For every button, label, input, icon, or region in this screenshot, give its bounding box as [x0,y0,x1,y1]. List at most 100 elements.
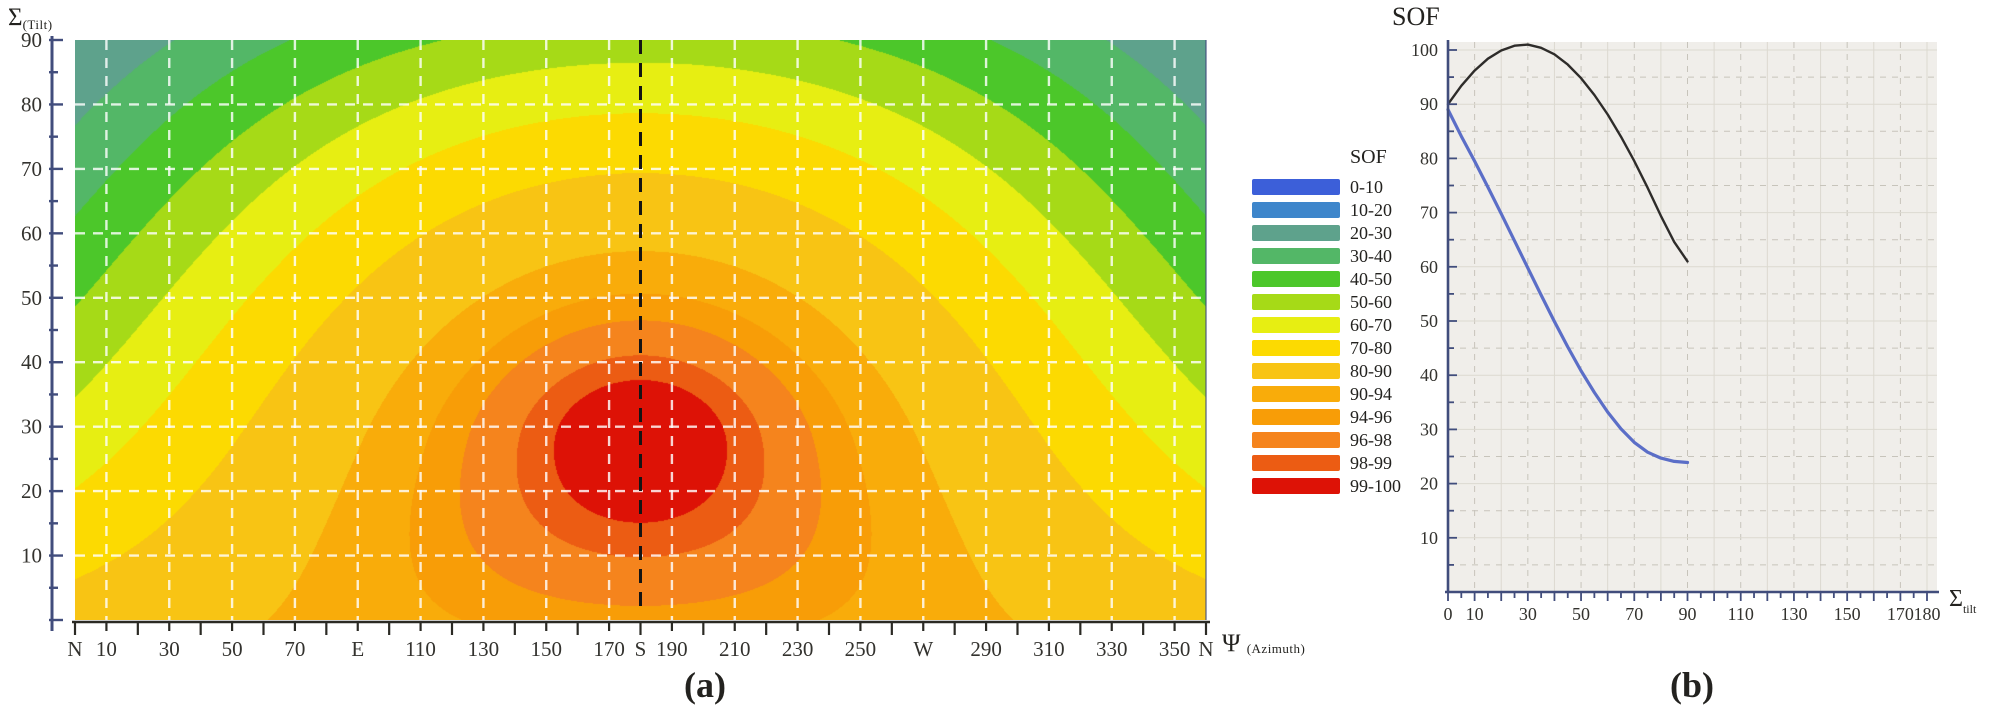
legend-label: 40-50 [1350,268,1392,289]
legend-label: 94-96 [1350,406,1392,427]
x-tick-label: 70 [1625,604,1643,624]
x-tick-label: 10 [96,637,117,661]
y-tick-label: 40 [21,350,42,374]
y-tick-label: 50 [1420,311,1438,331]
y-tick-label: 30 [1420,419,1438,439]
x-tick-label: 150 [531,637,563,661]
legend-swatch [1252,201,1340,218]
legend-label: 60-70 [1350,314,1392,335]
legend-label: 98-99 [1350,452,1392,473]
legend-swatch [1252,408,1340,425]
y-tick-label: 50 [21,286,42,310]
legend-row: 98-99 [1252,451,1422,474]
black-curve [1446,43,1689,263]
x-tick-label: 150 [1834,604,1861,624]
legend-label: 96-98 [1350,429,1392,450]
sof-color-legend: SOF 0-10 10-20 20-30 30-40 40-50 50-60 60-70 70… [1252,146,1422,497]
y-tick-label: 20 [21,479,42,503]
legend-row: 96-98 [1252,428,1422,451]
y-tick-label: 10 [21,544,42,568]
legend-row: 10-20 [1252,198,1422,221]
caption-a: (a) [684,665,726,705]
legend-row: 40-50 [1252,267,1422,290]
plot-background [1448,42,1937,592]
legend-row: 80-90 [1252,359,1422,382]
legend-row: 30-40 [1252,244,1422,267]
x-tick-label: 290 [970,637,1002,661]
caption-b: (b) [1670,665,1714,705]
y-tick-label: 10 [1420,528,1438,548]
x-tick-label: 250 [845,637,877,661]
x-tick-label: 30 [159,637,180,661]
x-tick-label: 190 [656,637,688,661]
x-tick-label: 0 [1444,604,1453,624]
panel-a-x-axis-title: Ψ (Azimuth) [1222,630,1305,658]
y-tick-label: 60 [1420,257,1438,277]
legend-row: 90-94 [1252,382,1422,405]
blue-curve [1446,108,1690,465]
legend-label: 99-100 [1350,475,1401,496]
x-tick-label: W [913,637,933,661]
legend-row: 50-60 [1252,290,1422,313]
y-tick-label: 70 [21,157,42,181]
x-tick-label: 350 [1159,637,1191,661]
y-tick-label: 40 [1420,365,1438,385]
x-tick-label: 50 [222,637,243,661]
legend-row: 94-96 [1252,405,1422,428]
x-tick-label: N [67,637,82,661]
x-tick-label: 10 [1466,604,1484,624]
y-tick-label: 30 [21,415,42,439]
panel-a-y-axis-title: Σ(Tilt) [8,4,53,33]
y-tick-label: 20 [1420,474,1438,494]
legend-swatch [1252,316,1340,333]
panel-b-x-axis-title: Σtilt [1949,586,1977,616]
x-tick-label: 310 [1033,637,1065,661]
x-tick-label: 90 [1679,604,1697,624]
panel-b-plot: 10 20 30 40 50 60 70 80 90 100 0 10 30 50 70 90 110 130 15… [1411,40,1977,624]
psi-symbol: Ψ [1222,630,1241,657]
legend-swatch [1252,454,1340,471]
legend-label: 0-10 [1350,176,1383,197]
x-tick-label: 130 [1780,604,1807,624]
panel-b-title: SOF [1392,2,1440,31]
legend-swatch [1252,270,1340,287]
x-tick-label: 110 [1728,604,1754,624]
x-tick-label: 230 [782,637,814,661]
contour-heatmap [75,40,1206,620]
x-tick-label: N [1198,637,1213,661]
x-tick-label: 110 [405,637,436,661]
x-tick-label: 210 [719,637,751,661]
legend-swatch [1252,293,1340,310]
x-tick-label: 50 [1572,604,1590,624]
line-chart-gridlines [1448,42,1937,592]
y-tick-label: 90 [1420,94,1438,114]
legend-swatch [1252,431,1340,448]
legend-label: 50-60 [1350,291,1392,312]
legend-label: 30-40 [1350,245,1392,266]
x-tick-label: 330 [1096,637,1128,661]
legend-row: 0-10 [1252,175,1422,198]
legend-swatch [1252,178,1340,195]
legend-row: 20-30 [1252,221,1422,244]
x-tick-label: 30 [1519,604,1537,624]
y-tick-label: 60 [21,221,42,245]
legend-label: 90-94 [1350,383,1392,404]
y-tick-label: 100 [1411,40,1438,60]
legend-label: 20-30 [1350,222,1392,243]
x-tick-label: 130 [468,637,500,661]
legend-row: 60-70 [1252,313,1422,336]
legend-row: 70-80 [1252,336,1422,359]
y-tick-label: 80 [21,92,42,116]
y-tick-label: 80 [1420,148,1438,168]
x-tick-label: 180 [1914,604,1941,624]
x-tick-label: E [351,637,364,661]
legend-swatch [1252,339,1340,356]
legend-swatch [1252,362,1340,379]
legend-swatch [1252,385,1340,402]
legend-title: SOF [1350,146,1387,168]
legend-swatch [1252,224,1340,241]
legend-label: 70-80 [1350,337,1392,358]
legend-swatch [1252,247,1340,264]
legend-rows: 0-10 10-20 20-30 30-40 40-50 50-60 60-70 70-80 8… [1252,175,1422,497]
x-tick-label: 70 [284,637,305,661]
